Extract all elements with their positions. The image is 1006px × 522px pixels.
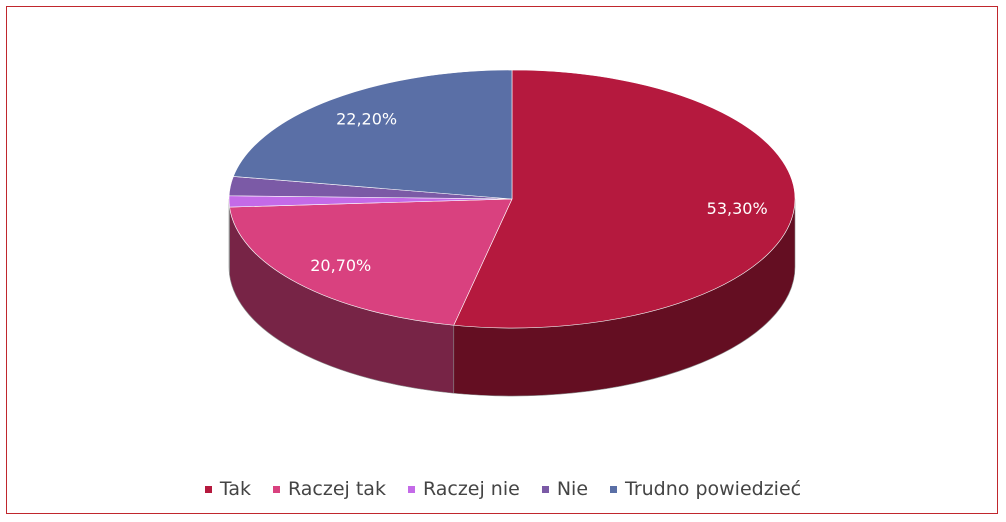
legend-label: Nie bbox=[556, 478, 589, 500]
slice bbox=[232, 69, 513, 200]
legend-swatch bbox=[541, 485, 549, 493]
slice-side bbox=[228, 198, 230, 276]
legend-item: Trudno powiedzieć bbox=[610, 478, 801, 500]
legend-label: Raczej nie bbox=[422, 478, 520, 500]
legend-swatch bbox=[610, 485, 618, 493]
legend-label: Trudno powiedzieć bbox=[625, 478, 802, 500]
slice bbox=[453, 69, 796, 329]
legend-item: Raczej nie bbox=[407, 478, 520, 500]
legend-swatch bbox=[204, 485, 212, 493]
legend-item: Nie bbox=[541, 478, 589, 500]
slice bbox=[229, 198, 513, 326]
chart-frame bbox=[6, 6, 998, 514]
data-label: 20,70% bbox=[310, 256, 371, 275]
legend-item: Tak bbox=[204, 478, 251, 500]
data-label: 53,30% bbox=[707, 199, 768, 218]
legend: Tak Raczej tak Raczej nie Nie Trudno powiedz… bbox=[0, 478, 1006, 500]
legend-item: Raczej tak bbox=[273, 478, 386, 500]
legend-swatch bbox=[407, 485, 415, 493]
legend-label: Raczej tak bbox=[288, 478, 386, 500]
legend-swatch bbox=[273, 485, 280, 493]
legend-label: Tak bbox=[219, 478, 251, 500]
data-label: 22,20% bbox=[336, 109, 397, 128]
